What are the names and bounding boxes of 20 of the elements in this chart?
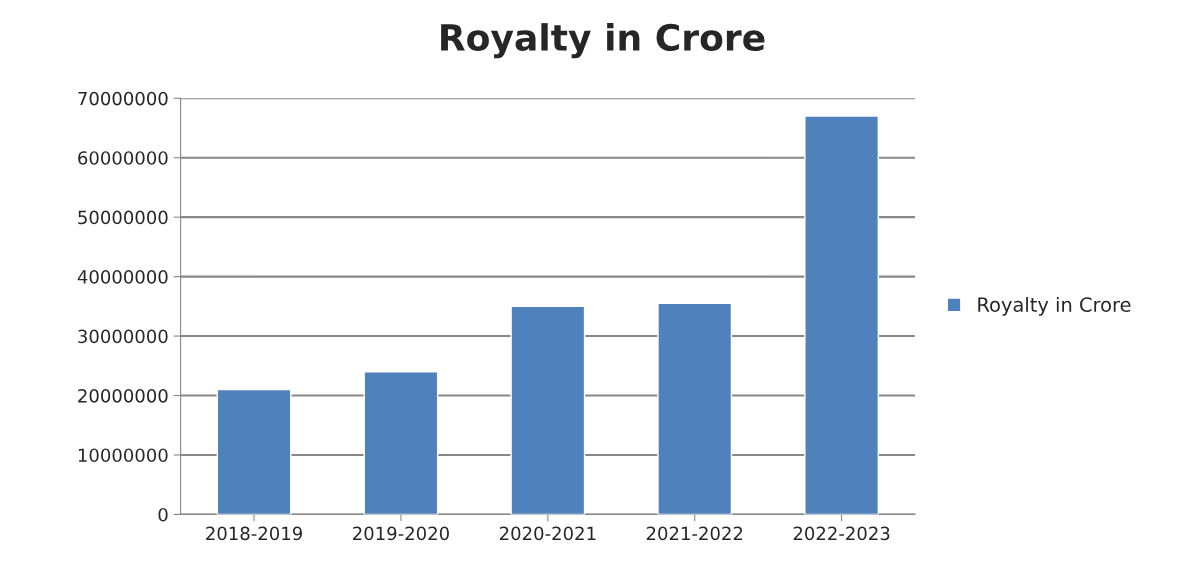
x-tick-label: 2018-2019: [206, 526, 302, 541]
bar: [804, 115, 880, 515]
bar: [510, 305, 586, 515]
y-tick-label: 30000000: [78, 329, 168, 344]
legend-label: Royalty in Crore: [978, 296, 1131, 316]
y-tick-label: 70000000: [78, 91, 168, 106]
bar: [216, 388, 292, 515]
x-tick-label: 2022-2023: [793, 526, 890, 541]
y-tick-label: 0: [158, 507, 168, 522]
bar: [363, 371, 439, 515]
y-tick-label: 10000000: [78, 448, 168, 463]
y-tick-label: 40000000: [77, 270, 168, 284]
x-tick-label: 2020-2021: [499, 526, 596, 541]
y-tick-label: 60000000: [78, 151, 168, 165]
bar: [657, 302, 733, 515]
chart-title: Royalty in Crore: [441, 23, 765, 59]
y-tick-label: 20000000: [78, 388, 168, 403]
x-tick-label: 2021-2022: [646, 526, 743, 541]
x-tick-label: 2019-2020: [353, 526, 449, 541]
y-tick-label: 50000000: [78, 210, 168, 225]
